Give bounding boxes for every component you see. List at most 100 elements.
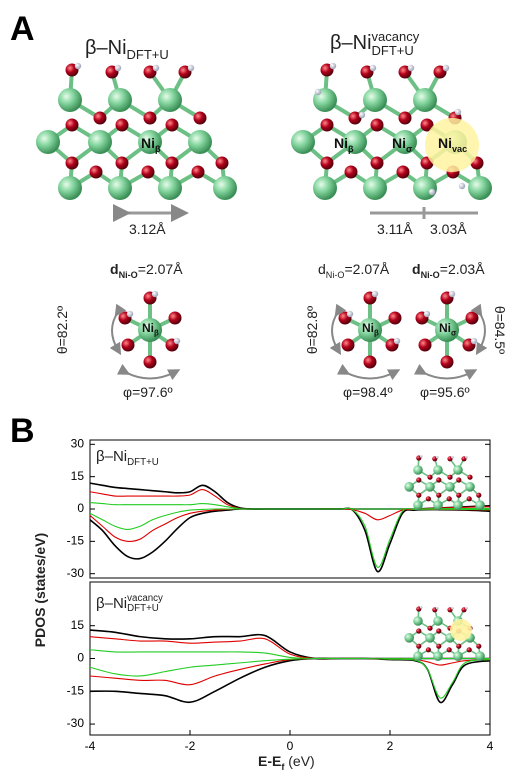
y-tick-label: -15 — [67, 683, 85, 697]
angle-label: θ=82.2º — [55, 306, 69, 354]
pdos-line — [90, 658, 490, 698]
structure-path — [345, 372, 395, 379]
y-tick-label: 0 — [77, 501, 84, 515]
angle-label: φ=95.6º — [420, 385, 470, 399]
structure-span: Ni — [362, 321, 374, 335]
structure-sub: Ni-O — [421, 270, 440, 280]
structure-use — [404, 455, 484, 510]
structure-path — [125, 372, 175, 379]
x-tick-label: -4 — [85, 739, 96, 753]
structure-sub: DFT+U — [127, 47, 169, 62]
atom-label: Niβ — [141, 136, 161, 154]
panel-label: A — [10, 12, 35, 46]
structure-sub: β — [374, 328, 379, 337]
x-axis-label: E-Ef (eV) — [258, 754, 315, 771]
plot-title: β–NiDFT+U — [96, 449, 159, 468]
distance-label: 3.12Å — [129, 222, 166, 236]
structure-span: Ni — [392, 135, 406, 151]
structure-span: β–Ni — [96, 448, 127, 465]
distance-label: 3.03Å — [430, 222, 467, 236]
x-tick-label: -2 — [185, 739, 196, 753]
structure-sub: β — [348, 144, 354, 154]
structure-path — [479, 312, 485, 350]
structure-span: Ni — [438, 135, 452, 151]
structure-path — [332, 312, 338, 350]
x-tick-label: 4 — [487, 739, 494, 753]
figure: 30150-15-30150-15-30-4-2024 A β–NiDFT+U … — [0, 0, 508, 771]
atom-label: Niβ — [362, 322, 379, 337]
structure-sub: β — [154, 328, 159, 337]
structure-span: Ni — [141, 135, 155, 151]
structure-sub: β — [155, 144, 161, 154]
structure-span: =2.07Å — [138, 261, 183, 277]
structure-span: d — [318, 261, 326, 277]
structure-span: =2.07Å — [345, 261, 390, 277]
structure-use — [429, 189, 435, 195]
structure-path — [370, 207, 478, 219]
y-tick-label: -30 — [67, 566, 85, 580]
y-tick-label: 0 — [77, 651, 84, 665]
structure-sub: f — [281, 762, 284, 771]
pdos-line — [90, 509, 490, 541]
structure-use — [455, 109, 461, 115]
y-tick-label: 15 — [71, 469, 85, 483]
pdos-line — [90, 508, 490, 567]
structure-use — [315, 89, 321, 95]
structure-span: =2.03Å — [440, 261, 485, 277]
structure-span: DFT+U — [127, 603, 159, 614]
structure-span: Ni — [439, 321, 451, 335]
atom-label: Niβ — [334, 136, 354, 154]
angle-label: θ=82.8º — [305, 306, 319, 354]
y-tick-label: -30 — [67, 716, 85, 730]
angle-label: φ=98.4º — [343, 385, 393, 399]
plot-title: β–NivacancyDFT+U — [96, 594, 163, 614]
structure-sub: vac — [452, 144, 467, 154]
structure-b: f — [281, 762, 284, 771]
structure-path — [422, 372, 472, 379]
distance-label: 3.11Å — [377, 222, 413, 236]
pdos-line — [90, 508, 490, 571]
structure-span: DFT+U — [372, 43, 414, 58]
atom-label: Niβ — [142, 322, 159, 337]
bond-length: dNi-O=2.07Å — [318, 262, 389, 280]
panel-label: B — [10, 414, 35, 448]
bond-length: dNi-O=2.03Å — [412, 262, 485, 280]
structure-span: β–Ni — [96, 595, 127, 612]
structure-sub: Ni-O — [326, 270, 345, 280]
structure-sub: σ — [406, 144, 412, 154]
structure-title: β–NiDFT+U — [85, 38, 169, 61]
x-tick-label: 0 — [287, 739, 294, 753]
structure-b: d — [110, 261, 119, 277]
structure-b: Ni-O — [119, 270, 138, 280]
structure-sub: σ — [451, 328, 456, 337]
structure-b: E-E — [258, 753, 281, 769]
atom-label: Niσ — [392, 136, 412, 154]
structure-span: β–Ni — [330, 32, 372, 54]
y-tick-label: 15 — [71, 618, 85, 632]
structure-b: d — [412, 261, 421, 277]
structure-use — [36, 63, 237, 200]
y-tick-label: 30 — [71, 436, 85, 450]
pdos-line — [90, 658, 490, 684]
y-tick-label: -15 — [67, 534, 85, 548]
structure-use — [404, 606, 484, 661]
structure-span: (eV) — [288, 753, 314, 769]
bond-length: dNi-O=2.07Å — [110, 262, 183, 280]
structure-use — [459, 183, 465, 189]
structure-path — [112, 312, 118, 350]
structure-span: Ni — [334, 135, 348, 151]
angle-label: θ=84.5º — [493, 306, 507, 354]
structure-sub: Ni-O — [119, 270, 138, 280]
structure-b: Ni-O — [421, 270, 440, 280]
atom-label: Niσ — [439, 322, 456, 337]
structure-circle — [450, 619, 472, 641]
structure-use — [359, 112, 365, 118]
atom-label: Nivac — [438, 136, 467, 154]
structure-sub: DFT+U — [127, 457, 159, 468]
structure-span: Ni — [142, 321, 154, 335]
x-tick-label: 2 — [387, 739, 394, 753]
angle-label: φ=97.6º — [123, 385, 173, 399]
